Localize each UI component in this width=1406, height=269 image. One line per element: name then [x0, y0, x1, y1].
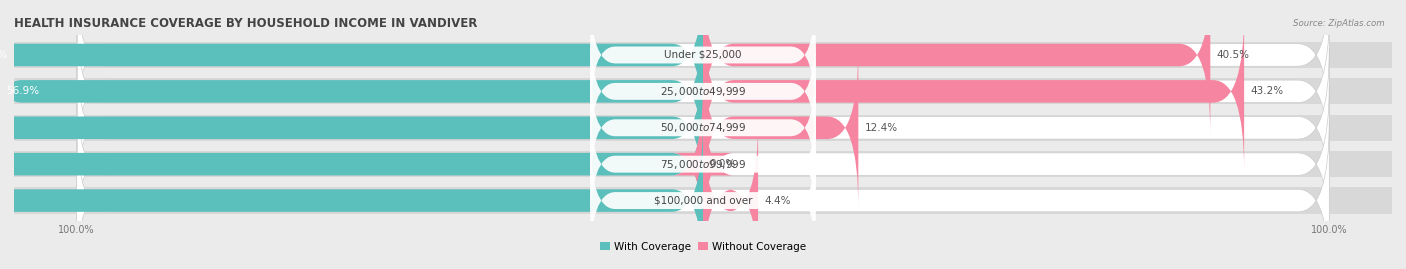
- FancyBboxPatch shape: [0, 0, 703, 135]
- Text: Under $25,000: Under $25,000: [664, 50, 742, 60]
- FancyBboxPatch shape: [0, 12, 703, 171]
- FancyBboxPatch shape: [591, 136, 815, 265]
- FancyBboxPatch shape: [672, 84, 734, 244]
- Text: $100,000 and over: $100,000 and over: [654, 196, 752, 206]
- FancyBboxPatch shape: [0, 84, 703, 244]
- FancyBboxPatch shape: [77, 12, 1329, 171]
- Bar: [14, 78, 1392, 104]
- FancyBboxPatch shape: [591, 63, 815, 192]
- FancyBboxPatch shape: [77, 0, 1329, 135]
- FancyBboxPatch shape: [703, 0, 1211, 135]
- Text: Source: ZipAtlas.com: Source: ZipAtlas.com: [1294, 19, 1385, 28]
- FancyBboxPatch shape: [77, 121, 1329, 269]
- Bar: [14, 151, 1392, 177]
- Text: 56.9%: 56.9%: [7, 86, 39, 96]
- FancyBboxPatch shape: [703, 121, 758, 269]
- Bar: [14, 42, 1392, 68]
- Text: 59.5%: 59.5%: [0, 50, 7, 60]
- Bar: [14, 187, 1392, 214]
- Text: 40.5%: 40.5%: [1216, 50, 1250, 60]
- Text: 43.2%: 43.2%: [1250, 86, 1284, 96]
- FancyBboxPatch shape: [703, 12, 1244, 171]
- FancyBboxPatch shape: [703, 48, 858, 207]
- FancyBboxPatch shape: [591, 100, 815, 228]
- Text: $25,000 to $49,999: $25,000 to $49,999: [659, 85, 747, 98]
- Text: $75,000 to $99,999: $75,000 to $99,999: [659, 158, 747, 171]
- Text: HEALTH INSURANCE COVERAGE BY HOUSEHOLD INCOME IN VANDIVER: HEALTH INSURANCE COVERAGE BY HOUSEHOLD I…: [14, 17, 478, 30]
- Text: 12.4%: 12.4%: [865, 123, 897, 133]
- Text: $50,000 to $74,999: $50,000 to $74,999: [659, 121, 747, 134]
- FancyBboxPatch shape: [77, 84, 1329, 244]
- FancyBboxPatch shape: [0, 121, 703, 269]
- Legend: With Coverage, Without Coverage: With Coverage, Without Coverage: [596, 238, 810, 256]
- Text: 4.4%: 4.4%: [765, 196, 792, 206]
- Bar: [14, 115, 1392, 141]
- FancyBboxPatch shape: [77, 48, 1329, 207]
- FancyBboxPatch shape: [591, 27, 815, 156]
- Text: 0.0%: 0.0%: [709, 159, 735, 169]
- FancyBboxPatch shape: [0, 48, 703, 207]
- FancyBboxPatch shape: [591, 0, 815, 119]
